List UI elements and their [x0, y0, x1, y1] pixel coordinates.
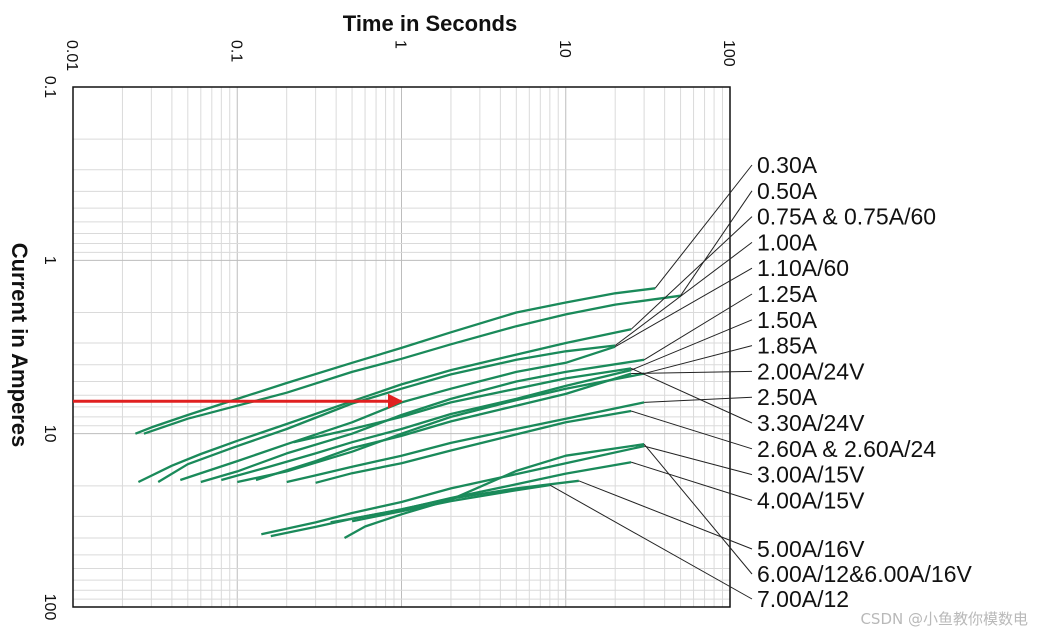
- leader-line: [549, 484, 753, 600]
- leader-line: [643, 443, 753, 575]
- curve-label: 2.50A: [757, 384, 818, 410]
- leader-line: [630, 216, 753, 330]
- x-tick-label: 0.1: [227, 40, 244, 62]
- series-line-4: [157, 344, 616, 483]
- series-line-6: [200, 358, 645, 484]
- y-axis-title: Current in Amperes: [7, 243, 32, 448]
- leader-line: [680, 190, 753, 296]
- y-tick-label: 10: [41, 425, 58, 443]
- leader-line: [630, 367, 753, 424]
- series-lines: [134, 287, 681, 540]
- x-tick-label: 0.01: [63, 40, 80, 71]
- series-line-10: [286, 401, 645, 484]
- x-tick-labels: 0.01 0.1 1 10 100: [63, 40, 737, 71]
- curve-label: 7.00A/12: [757, 586, 849, 612]
- curve-label: 6.00A/12&6.00A/16V: [757, 561, 972, 587]
- leader-line: [578, 480, 753, 550]
- series-line-1: [134, 287, 656, 435]
- plot-frame: [72, 86, 731, 608]
- series-line-13: [261, 444, 645, 536]
- y-tick-label: 100: [41, 594, 58, 621]
- leader-line: [630, 461, 753, 501]
- curve-label: 4.00A/15V: [757, 487, 865, 513]
- curve-label: 1.25A: [757, 281, 818, 307]
- curve-label: 5.00A/16V: [757, 536, 865, 562]
- series-line-8: [237, 372, 645, 484]
- leader-line: [654, 164, 753, 289]
- x-tick-label: 1: [392, 40, 409, 49]
- curve-label: 0.30A: [757, 152, 818, 178]
- leader-line: [644, 396, 753, 403]
- leader-line: [614, 267, 753, 348]
- series-line-9: [255, 372, 632, 482]
- series-line-17: [351, 483, 550, 523]
- curve-label: 2.60A & 2.60A/24: [757, 436, 936, 462]
- y-tick-label: 1: [41, 256, 58, 265]
- leader-lines: [549, 164, 753, 600]
- curve-label: 3.00A/15V: [757, 462, 865, 488]
- series-line-12: [315, 409, 632, 484]
- curve-label: 1.85A: [757, 333, 818, 359]
- watermark: CSDN @小鱼教你模数电: [860, 610, 1028, 628]
- leader-line: [643, 345, 753, 375]
- series-line-15: [330, 479, 579, 524]
- curve-label: 0.75A & 0.75A/60: [757, 204, 936, 230]
- series-line-11: [293, 367, 632, 444]
- curve-label: 1.10A/60: [757, 255, 849, 281]
- x-tick-label: 100: [720, 40, 737, 67]
- curve-label: 1.50A: [757, 307, 818, 333]
- x-tick-label: 10: [556, 40, 573, 58]
- curve-label: 0.50A: [757, 178, 818, 204]
- curve-label: 3.30A/24V: [757, 410, 865, 436]
- leader-line: [631, 370, 753, 375]
- leader-line: [643, 445, 753, 476]
- curve-label: 1.00A: [757, 229, 818, 255]
- leader-line: [614, 242, 753, 346]
- series-line-2: [143, 294, 681, 435]
- y-tick-labels: 0.1 1 10 100: [41, 76, 58, 621]
- leader-line: [630, 319, 753, 371]
- series-line-7: [220, 368, 632, 482]
- y-tick-label: 0.1: [41, 76, 58, 98]
- series-line-16: [343, 443, 645, 540]
- leader-line: [643, 293, 753, 361]
- curve-label: 2.00A/24V: [757, 358, 865, 384]
- x-axis-title: Time in Seconds: [343, 11, 517, 36]
- leader-line: [630, 410, 753, 450]
